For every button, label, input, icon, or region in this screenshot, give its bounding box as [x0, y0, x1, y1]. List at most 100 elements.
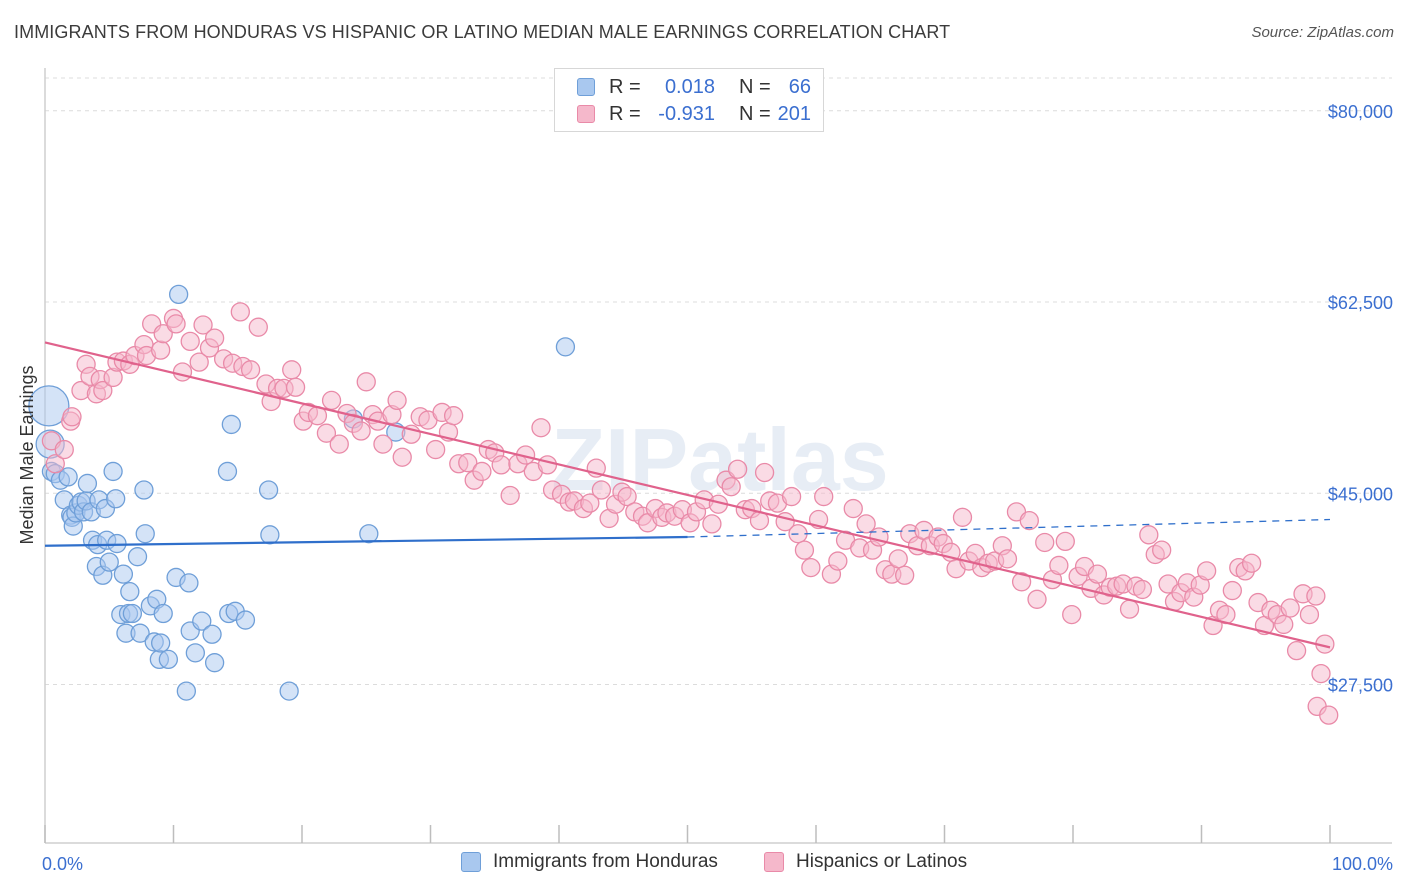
hispanic-point — [869, 527, 889, 547]
series-legend: Immigrants from Honduras Hispanics or La… — [0, 851, 1406, 879]
hispanic-point — [794, 540, 815, 560]
hispanic-point — [458, 453, 478, 473]
r-value: -0.931 — [658, 102, 715, 125]
honduras-point — [122, 603, 143, 624]
honduras-point — [127, 547, 148, 567]
trend-lines — [44, 341, 1331, 649]
tick-labels: $27,500 $45,000 $62,500 $80,000 0.0% 100.0% — [42, 102, 1393, 874]
y-tick-label: $80,000 — [1328, 102, 1393, 122]
r-label: R = — [609, 102, 641, 125]
hispanic-point — [1019, 510, 1039, 531]
hispanic-point — [1119, 599, 1140, 619]
hispanic-point — [1049, 555, 1069, 576]
hispanic-point — [1035, 532, 1055, 553]
hispanic-point — [828, 551, 848, 571]
honduras-point — [179, 573, 199, 593]
hispanic-point — [1087, 564, 1108, 584]
hispanic-point — [54, 439, 74, 460]
honduras-point — [130, 623, 150, 643]
r-label: R = — [609, 75, 641, 98]
hispanic-point — [443, 406, 464, 426]
honduras-trend-line — [44, 535, 688, 547]
hispanic-point — [702, 514, 722, 534]
honduras-point — [258, 480, 279, 500]
hispanic-point — [1011, 572, 1032, 592]
hispanic-point — [230, 302, 250, 322]
n-label: N = — [739, 75, 771, 98]
legend-row-honduras: R = 0.018 N = 66 — [577, 75, 811, 99]
hispanic-point — [180, 331, 200, 352]
hispanic-point — [248, 317, 268, 337]
hispanic-point — [150, 340, 171, 360]
hispanic-point — [591, 480, 612, 500]
hispanic-point — [997, 549, 1018, 569]
hispanic-point — [387, 390, 407, 411]
honduras-trend-extension — [687, 518, 1331, 538]
honduras-point — [217, 461, 238, 482]
r-value: 0.018 — [664, 75, 715, 98]
legend-item-hispanic[interactable]: Hispanics or Latinos — [764, 851, 967, 873]
n-label: N = — [739, 102, 771, 125]
honduras-point — [221, 414, 241, 435]
hispanic-point — [491, 455, 511, 475]
source-note: Source: ZipAtlas.com — [1251, 24, 1394, 41]
hispanic-point — [1152, 540, 1172, 560]
hispanic-point — [1132, 579, 1153, 600]
honduras-point — [202, 624, 222, 644]
honduras-point — [28, 385, 70, 427]
hispanic-point — [1306, 586, 1326, 606]
hispanic-point — [814, 486, 834, 507]
pink-swatch-icon — [577, 105, 595, 123]
hispanic-point — [721, 477, 741, 497]
honduras-point — [134, 480, 154, 500]
hispanic-point — [1062, 604, 1082, 625]
blue-swatch-icon — [577, 78, 595, 96]
hispanic-point — [285, 377, 306, 397]
honduras-point — [555, 337, 576, 357]
stats-legend: R = 0.018 N = 66 R = -0.931 N = 201 — [554, 68, 824, 132]
hispanic-point — [537, 455, 558, 475]
hispanic-point — [888, 549, 908, 569]
y-tick-label: $27,500 — [1328, 676, 1393, 696]
hispanic-point — [1027, 589, 1047, 609]
hispanic-point — [1280, 598, 1300, 618]
hispanic-point — [193, 315, 213, 335]
honduras-point — [185, 643, 205, 663]
n-value: 66 — [788, 75, 811, 98]
legend-item-honduras[interactable]: Immigrants from Honduras — [461, 851, 718, 873]
hispanic-point — [1286, 641, 1307, 661]
hispanic-point — [153, 324, 173, 344]
honduras-point — [153, 603, 173, 624]
hispanic-point — [373, 434, 393, 454]
honduras-point — [192, 611, 212, 631]
hispanic-point — [45, 454, 65, 474]
hispanic-point — [580, 493, 600, 513]
y-tick-label: $45,000 — [1328, 484, 1393, 504]
hispanic-point — [895, 565, 915, 585]
hispanic-point — [1274, 614, 1294, 635]
chart-title: IMMIGRANTS FROM HONDURAS VS HISPANIC OR … — [14, 22, 951, 42]
x-tick-label: 100.0% — [1332, 854, 1393, 874]
y-tick-label: $62,500 — [1328, 293, 1393, 313]
x-tick-label: 0.0% — [42, 854, 83, 874]
n-value: 201 — [777, 102, 811, 125]
honduras-point — [77, 473, 98, 494]
legend-row-hispanic: R = -0.931 N = 201 — [577, 102, 811, 126]
honduras-point — [107, 533, 127, 554]
hispanic-point — [843, 498, 863, 519]
hispanic-point — [472, 461, 492, 482]
hispanic-point — [329, 434, 349, 454]
honduras-point — [113, 564, 134, 584]
honduras-point — [103, 461, 123, 482]
hispanic-point — [351, 421, 371, 441]
hispanic-point — [204, 328, 225, 348]
hispanic-point — [617, 486, 637, 507]
hispanic-point — [166, 314, 186, 334]
honduras-point — [158, 649, 179, 670]
hispanic-point — [93, 380, 113, 401]
honduras-point — [204, 653, 225, 673]
honduras-point — [99, 552, 119, 572]
hispanic-point — [1319, 705, 1339, 725]
hispanic-point — [856, 514, 876, 534]
